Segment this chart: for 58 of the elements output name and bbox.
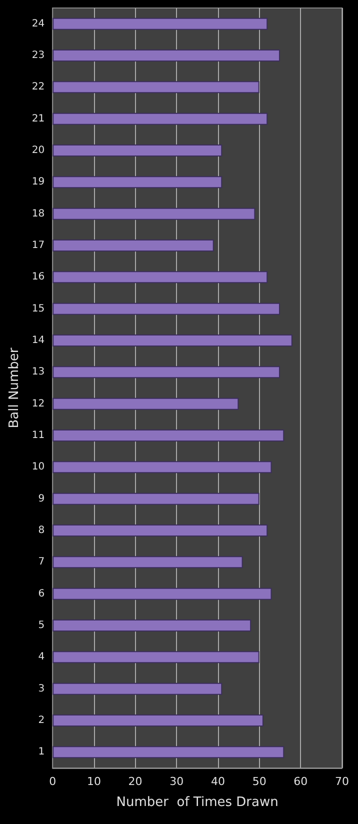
y-tick-label: 19 <box>32 176 45 188</box>
y-tick-label: 15 <box>32 303 45 314</box>
bar <box>52 302 280 315</box>
y-tick-label: 2 <box>38 715 45 726</box>
x-tick-label: 60 <box>294 775 308 788</box>
y-tick-label: 13 <box>32 366 45 378</box>
y-tick-label: 5 <box>38 620 45 631</box>
bar <box>52 144 222 156</box>
bar <box>52 556 243 568</box>
bar <box>52 651 260 664</box>
bar <box>52 620 252 632</box>
bar <box>52 50 280 62</box>
bar <box>52 524 268 536</box>
y-tick-label: 14 <box>32 335 45 346</box>
bar <box>52 240 214 252</box>
bar <box>52 271 268 284</box>
y-tick-label: 24 <box>32 18 45 30</box>
bar <box>52 461 272 474</box>
y-tick-label: 23 <box>32 50 45 61</box>
x-tick-label: 50 <box>252 775 266 788</box>
x-tick-label: 0 <box>49 775 56 788</box>
x-tick-label: 20 <box>128 775 142 788</box>
bar <box>52 208 256 220</box>
y-tick-label: 18 <box>32 208 45 220</box>
bar <box>52 492 260 505</box>
y-tick-label: 1 <box>38 746 45 758</box>
bar <box>52 430 284 442</box>
bar <box>52 366 280 378</box>
bar <box>52 176 222 188</box>
x-tick-label: 10 <box>86 775 101 788</box>
y-tick-label: 12 <box>32 398 45 410</box>
bar <box>52 682 222 695</box>
y-tick-label: 21 <box>32 113 45 124</box>
y-tick-label: 16 <box>32 272 45 283</box>
bar <box>52 588 272 600</box>
y-tick-label: 10 <box>32 462 45 473</box>
bar <box>52 112 268 125</box>
x-tick-label: 70 <box>335 775 349 788</box>
y-tick-label: 11 <box>32 430 45 441</box>
bar <box>52 18 268 30</box>
y-tick-label: 7 <box>38 556 45 568</box>
y-tick-label: 3 <box>38 683 45 694</box>
bar <box>52 746 284 758</box>
y-tick-label: 20 <box>32 145 45 156</box>
bar <box>52 714 264 726</box>
y-tick-label: 8 <box>38 525 45 536</box>
y-tick-label: 6 <box>38 588 45 600</box>
bar <box>52 81 260 94</box>
y-axis-title: Ball Number <box>7 347 22 428</box>
x-tick-label: 40 <box>210 775 225 788</box>
x-axis-title: Number of Times Drawn <box>116 795 278 810</box>
y-tick-label: 4 <box>38 652 45 663</box>
y-tick-label: 9 <box>38 493 45 504</box>
bar <box>52 334 292 346</box>
bar <box>52 398 239 410</box>
x-tick-label: 30 <box>170 775 184 788</box>
y-tick-label: 22 <box>32 82 45 93</box>
y-tick-label: 17 <box>32 240 45 251</box>
